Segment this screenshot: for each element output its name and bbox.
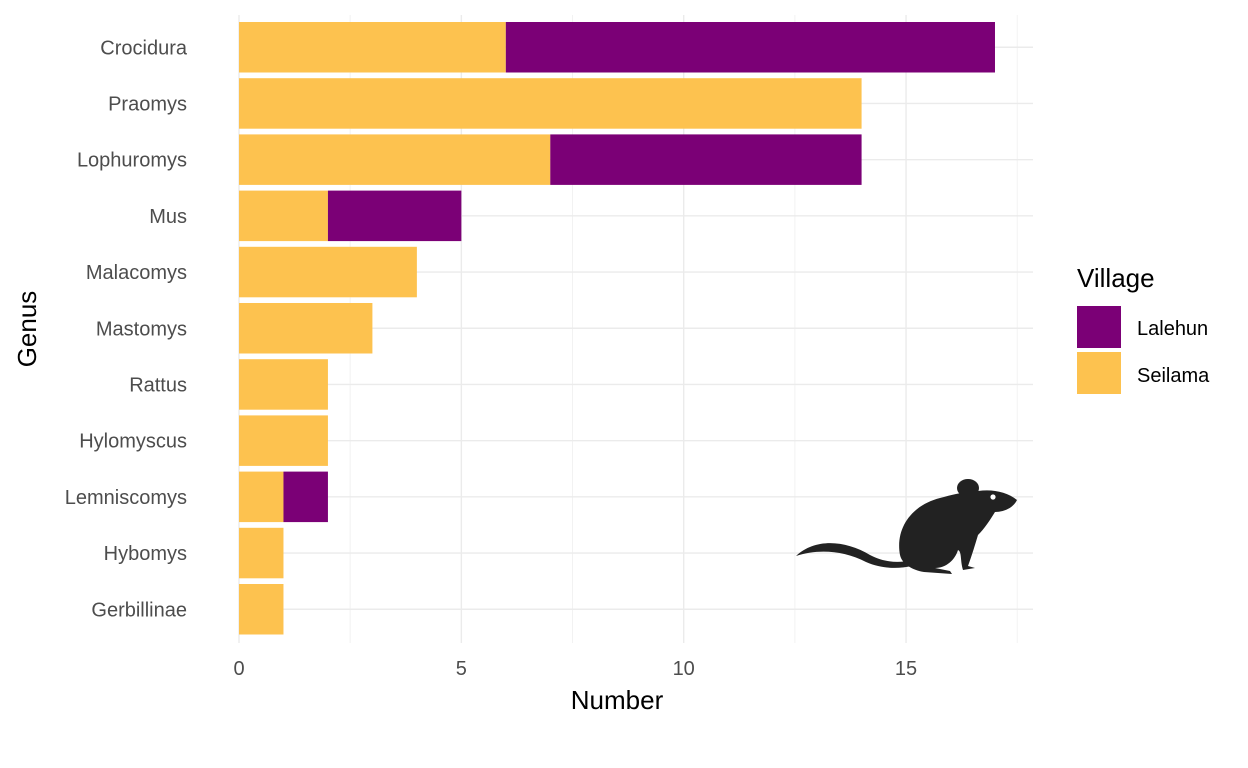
y-tick-label: Crocidura (100, 37, 188, 59)
bar-lalehun-lophuromys (550, 134, 862, 185)
legend-label-lalehun: Lalehun (1137, 318, 1208, 340)
legend: Village Lalehun Seilama (1077, 263, 1210, 394)
bar-seilama-lemniscomys (239, 471, 284, 523)
bar-seilama-crocidura (239, 22, 506, 73)
x-tick-label: 15 (895, 658, 917, 680)
x-axis-title: Number (571, 685, 664, 715)
x-tick-label: 0 (233, 658, 244, 680)
bar-seilama-hylomyscus (239, 415, 328, 466)
rodent-silhouette-icon (796, 479, 1017, 574)
bar-seilama-gerbillinae (239, 584, 284, 635)
bar-seilama-praomys (239, 78, 862, 129)
y-tick-label: Lophuromys (77, 150, 187, 172)
y-tick-label: Gerbillinae (91, 599, 187, 621)
y-tick-label: Mastomys (96, 318, 187, 340)
y-tick-label: Praomys (108, 93, 187, 115)
bar-lalehun-mus (327, 190, 462, 242)
legend-label-seilama: Seilama (1137, 365, 1210, 387)
y-tick-label: Hylomyscus (79, 431, 187, 453)
y-tick-label: Rattus (129, 374, 187, 396)
x-tick-label: 5 (456, 658, 467, 680)
y-tick-label: Lemniscomys (65, 487, 187, 509)
x-tick-labels: 0 5 10 15 (233, 658, 917, 680)
y-tick-label: Mus (149, 206, 187, 228)
bar-seilama-malacomys (239, 246, 417, 298)
legend-key-seilama (1077, 352, 1121, 394)
legend-key-lalehun (1077, 306, 1121, 348)
bar-seilama-lophuromys (239, 134, 551, 185)
bar-seilama-rattus (239, 359, 328, 410)
bar-seilama-hybomys (239, 527, 284, 579)
legend-title: Village (1077, 263, 1155, 293)
y-tick-labels: Crocidura Praomys Lophuromys Mus Malacomys Ma… (65, 37, 188, 621)
bar-seilama-mus (239, 190, 328, 242)
bar-seilama-mastomys (239, 303, 373, 354)
y-tick-label: Hybomys (104, 543, 187, 565)
x-tick-label: 10 (673, 658, 695, 680)
y-tick-label: Malacomys (86, 262, 187, 284)
y-axis-title: Genus (12, 291, 42, 368)
bar-lalehun-crocidura (505, 22, 995, 73)
bars-group (239, 22, 995, 635)
bar-lalehun-lemniscomys (283, 471, 328, 523)
